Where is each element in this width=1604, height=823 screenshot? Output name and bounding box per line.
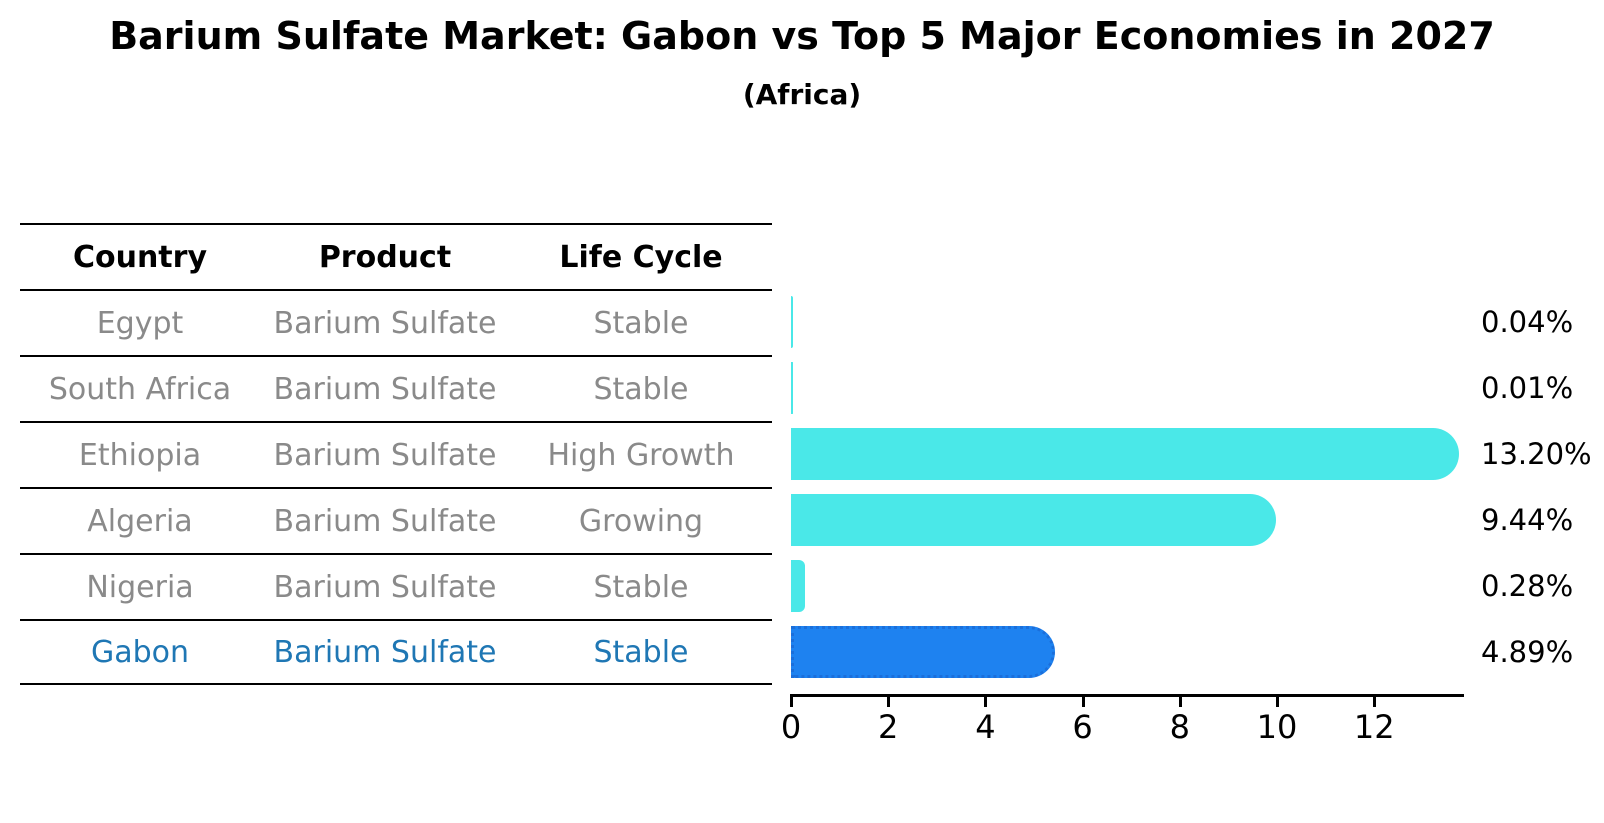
x-tick-label: 6 (1072, 708, 1093, 746)
product-cell: Barium Sulfate (273, 371, 497, 407)
country-cell: Algeria (87, 503, 193, 539)
value-label-nigeria: 0.28% (1481, 569, 1574, 603)
x-tick-label: 8 (1169, 708, 1190, 746)
x-tick-label: 4 (975, 708, 996, 746)
country-cell: Ethiopia (78, 437, 202, 473)
x-tick-label: 12 (1353, 708, 1395, 746)
x-tick-mark (984, 694, 988, 707)
product-cell: Barium Sulfate (273, 569, 497, 605)
x-tick-mark (1373, 694, 1377, 707)
x-tick-label: 0 (780, 708, 802, 746)
x-tick-mark (790, 694, 793, 707)
bar-south-africa (791, 362, 793, 414)
column-header-country: Country (72, 239, 208, 275)
country-cell: Gabon (90, 634, 190, 670)
bar-ethiopia (791, 428, 1459, 480)
table-row-egypt: Egypt Barium Sulfate Stable (20, 289, 772, 355)
table-row-algeria: Algeria Barium Sulfate Growing (20, 487, 772, 553)
x-tick-mark (1178, 694, 1182, 707)
value-label-south-africa: 0.01% (1481, 371, 1574, 405)
x-axis-line (791, 694, 1464, 697)
country-cell: Nigeria (86, 569, 194, 605)
column-header-life-cycle: Life Cycle (559, 239, 723, 275)
product-cell: Barium Sulfate (273, 503, 497, 539)
x-tick-mark (1081, 694, 1085, 707)
life-cycle-cell: Stable (593, 371, 689, 407)
x-tick-mark (887, 694, 891, 707)
bar-egypt (791, 296, 793, 348)
table-row-ethiopia: Ethiopia Barium Sulfate High Growth (20, 421, 772, 487)
chart-title: Barium Sulfate Market: Gabon vs Top 5 Ma… (109, 14, 1495, 58)
bar-band-gabon (791, 619, 1481, 685)
life-cycle-cell: Stable (593, 305, 689, 341)
product-cell: Barium Sulfate (273, 634, 497, 670)
bar-algeria (791, 494, 1276, 546)
bar-band-ethiopia (791, 421, 1481, 487)
product-cell: Barium Sulfate (273, 305, 497, 341)
product-cell: Barium Sulfate (273, 437, 497, 473)
bar-gabon (791, 626, 1055, 678)
life-cycle-cell: Stable (593, 569, 689, 605)
value-label-algeria: 9.44% (1481, 503, 1574, 537)
bar-band-south-africa (791, 355, 1481, 421)
chart-subtitle: (Africa) (742, 78, 862, 111)
x-tick-label: 2 (878, 708, 899, 746)
column-header-product: Product (318, 239, 452, 275)
value-label-egypt: 0.04% (1481, 305, 1574, 339)
life-cycle-cell: Stable (593, 634, 689, 670)
life-cycle-cell: High Growth (547, 437, 735, 473)
x-tick-label: 10 (1256, 708, 1298, 746)
table-row-south-africa: South Africa Barium Sulfate Stable (20, 355, 772, 421)
country-cell: Egypt (96, 305, 184, 341)
bar-band-egypt (791, 289, 1481, 355)
table-row-gabon: Gabon Barium Sulfate Stable (20, 619, 772, 685)
table-header-row: Country Product Life Cycle (20, 223, 772, 289)
value-label-gabon: 4.89% (1481, 635, 1574, 669)
x-tick-mark (1276, 694, 1279, 707)
bar-nigeria (791, 560, 805, 612)
life-cycle-cell: Growing (578, 503, 704, 539)
value-label-ethiopia: 13.20% (1481, 437, 1592, 471)
bar-band-algeria (791, 487, 1481, 553)
country-info-table: Country Product Life Cycle Egypt Barium … (20, 223, 772, 685)
country-cell: South Africa (48, 371, 232, 407)
table-row-nigeria: Nigeria Barium Sulfate Stable (20, 553, 772, 619)
bar-band-nigeria (791, 553, 1481, 619)
